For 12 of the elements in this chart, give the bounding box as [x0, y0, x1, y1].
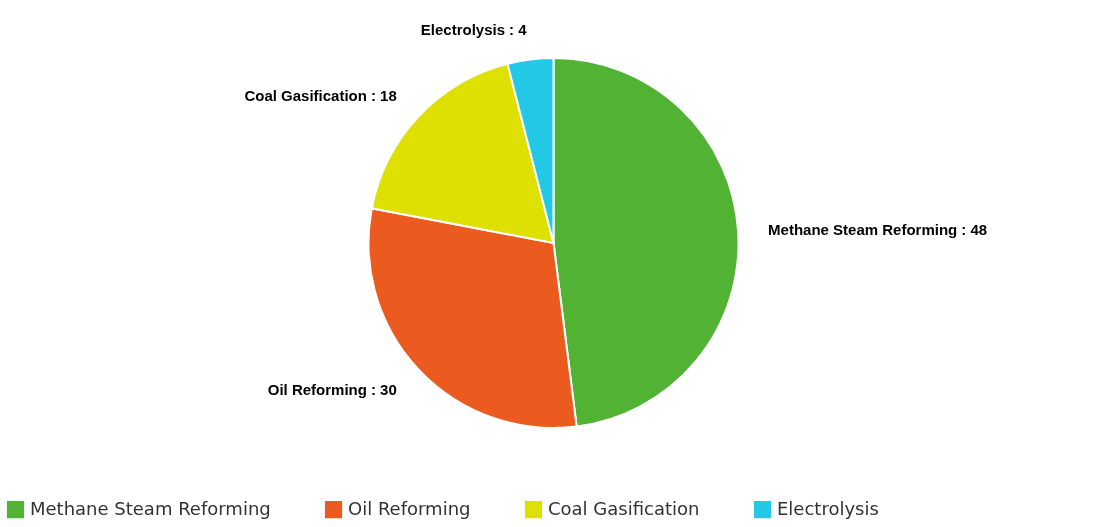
legend-label: Coal Gasification	[548, 497, 700, 519]
slice-label: Oil Reforming	[267, 381, 367, 399]
data-label: : 48	[961, 220, 988, 238]
legend-label: Electrolysis	[777, 497, 879, 519]
data-label: : 18	[370, 86, 397, 104]
legend-label: Methane Steam Reforming	[30, 497, 271, 519]
slice-label: Electrolysis	[420, 20, 506, 38]
legend-label: Oil Reforming	[348, 497, 471, 519]
slice-label: Coal Gasification	[244, 86, 367, 104]
slice-label: Methane Steam Reforming	[768, 220, 958, 238]
data-label: : 30	[370, 381, 397, 399]
data-label: : 4	[509, 20, 528, 38]
